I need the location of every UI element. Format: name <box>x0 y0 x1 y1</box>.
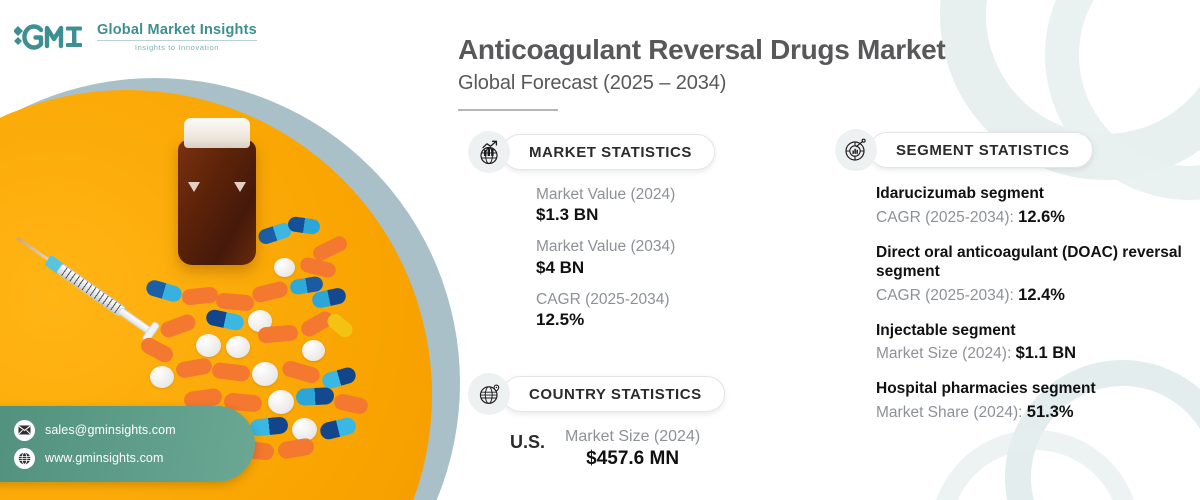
market-stat-item: Market Value (2034) $4 BN <box>536 237 715 278</box>
market-stat-value: 12.5% <box>536 310 585 330</box>
country-metric-label: Market Size (2024) <box>565 428 701 445</box>
contact-website-text: www.gminsights.com <box>45 451 164 465</box>
market-statistics-pill: MARKET STATISTICS <box>502 134 715 170</box>
tablet <box>226 336 250 358</box>
brand-divider <box>97 40 257 42</box>
tablet <box>292 418 317 441</box>
market-stat-item: Market Value (2024) $1.3 BN <box>536 185 715 226</box>
market-statistics-list: Market Value (2024) $1.3 BN Market Value… <box>536 185 715 331</box>
segment-metric-value: 51.3% <box>1026 403 1074 422</box>
segment-item: Idarucizumab segment CAGR (2025-2034): 1… <box>876 185 1196 229</box>
country-name: U.S. <box>510 432 546 452</box>
segment-item: Direct oral anticoagulant (DOAC) reversa… <box>876 244 1196 307</box>
medicine-bottle <box>178 140 256 265</box>
country-statistics-body: U.S. Market Size (2024) $457.6 MN <box>510 428 725 470</box>
segment-statistics-heading: SEGMENT STATISTICS <box>896 141 1070 159</box>
pill <box>215 292 255 312</box>
segment-statistics-section: SEGMENT STATISTICS Idarucizumab segment … <box>835 129 1196 424</box>
donut-chart-icon <box>835 129 877 171</box>
market-statistics-section: MARKET STATISTICS Market Value (2024) $1… <box>468 131 715 331</box>
segment-statistics-pill: SEGMENT STATISTICS <box>869 132 1093 168</box>
country-statistics-header: COUNTRY STATISTICS <box>468 373 725 415</box>
segment-name: Injectable segment <box>876 321 1016 339</box>
contact-email-row[interactable]: sales@gminsights.com <box>14 419 255 441</box>
segment-metric: CAGR (2025-2034): 12.4% <box>876 284 1196 307</box>
market-stat-label: CAGR (2025-2034) <box>536 290 670 308</box>
market-statistics-heading: MARKET STATISTICS <box>529 143 692 161</box>
contact-website-row[interactable]: www.gminsights.com <box>14 447 255 469</box>
segment-metric-label: CAGR (2025-2034): <box>876 286 1019 304</box>
country-metric-value: $457.6 MN <box>586 448 680 469</box>
pill <box>295 387 335 406</box>
gmi-monogram-icon <box>14 20 88 54</box>
market-stat-label: Market Value (2034) <box>536 238 676 256</box>
segment-metric-label: Market Size (2024): <box>876 345 1016 363</box>
tablet <box>302 340 325 361</box>
brand-tagline: Insights to Innovation <box>134 43 219 53</box>
segment-name: Hospital pharmacies segment <box>876 380 1096 398</box>
tablet <box>268 390 294 414</box>
header: Anticoagulant Reversal Drugs Market Glob… <box>458 33 946 112</box>
country-metric: Market Size (2024) $457.6 MN <box>565 428 700 470</box>
brand-name: Global Market Insights <box>97 21 257 38</box>
segment-statistics-header: SEGMENT STATISTICS <box>835 129 1196 171</box>
globe-bar-chart-icon <box>468 131 510 173</box>
tablet <box>274 258 295 277</box>
segment-metric-value: $1.1 BN <box>1015 344 1077 363</box>
segment-metric-value: 12.4% <box>1018 285 1065 304</box>
page-title: Anticoagulant Reversal Drugs Market <box>458 34 946 65</box>
market-stat-label: Market Value (2024) <box>536 186 676 203</box>
contact-email-text: sales@gminsights.com <box>45 423 176 437</box>
decorative-ring-bottom-right-2 <box>930 430 1140 500</box>
medicine-bottle-cap <box>184 118 250 148</box>
page-subtitle: Global Forecast (2025 – 2034) <box>458 72 727 95</box>
product-photo: sales@gminsights.com www.gminsights.com <box>0 78 460 500</box>
medicine-bottle-label <box>186 182 248 192</box>
country-statistics-heading: COUNTRY STATISTICS <box>529 385 702 403</box>
market-stat-item: CAGR (2025-2034) 12.5% <box>536 290 715 331</box>
country-statistics-pill: COUNTRY STATISTICS <box>502 376 725 412</box>
envelope-icon <box>14 419 35 441</box>
segment-metric-label: Market Share (2024): <box>876 404 1027 422</box>
title-divider <box>458 109 558 112</box>
segment-metric: Market Share (2024): 51.3% <box>876 401 1196 424</box>
tablet <box>196 334 221 357</box>
brand-logo[interactable]: Global Market Insights Insights to Innov… <box>14 20 257 54</box>
segment-metric: CAGR (2025-2034): 12.6% <box>876 206 1196 229</box>
segment-metric-label: CAGR (2025-2034): <box>876 208 1019 226</box>
market-stat-value: $4 BN <box>536 257 585 277</box>
segment-name: Direct oral anticoagulant (DOAC) reversa… <box>876 243 1182 280</box>
globe-pin-icon <box>468 373 510 415</box>
market-stat-value: $1.3 BN <box>536 205 599 225</box>
segment-metric-value: 12.6% <box>1018 207 1065 226</box>
segment-metric: Market Size (2024): $1.1 BN <box>876 342 1196 365</box>
tablet <box>150 366 174 388</box>
brand-logo-text: Global Market Insights Insights to Innov… <box>97 21 257 53</box>
globe-icon <box>14 447 35 469</box>
contact-bar: sales@gminsights.com www.gminsights.com <box>0 406 255 482</box>
tablet <box>252 362 278 386</box>
segment-item: Injectable segment Market Size (2024): $… <box>876 322 1196 366</box>
segment-statistics-list: Idarucizumab segment CAGR (2025-2034): 1… <box>876 185 1196 424</box>
market-statistics-header: MARKET STATISTICS <box>468 131 715 173</box>
segment-item: Hospital pharmacies segment Market Share… <box>876 380 1196 424</box>
country-statistics-section: COUNTRY STATISTICS U.S. Market Size (202… <box>468 373 725 470</box>
segment-name: Idarucizumab segment <box>876 185 1044 202</box>
